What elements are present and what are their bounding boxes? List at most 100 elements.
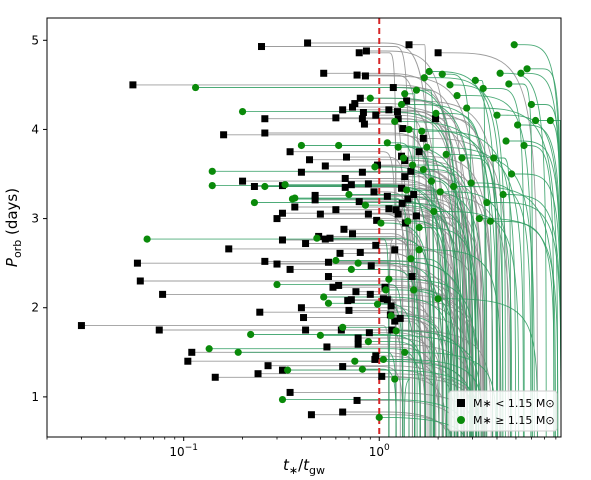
data-point-circle — [335, 141, 343, 150]
data-point-circle — [430, 207, 438, 216]
data-point-square — [159, 290, 167, 298]
data-point-square — [394, 115, 402, 123]
data-point-square — [389, 84, 397, 92]
data-point-square — [352, 288, 360, 296]
data-point-square — [188, 348, 196, 356]
data-point-square — [278, 209, 286, 217]
data-point-square — [339, 363, 347, 371]
data-point-circle — [499, 190, 507, 199]
data-point-square — [349, 230, 357, 238]
data-point-square — [254, 370, 262, 378]
evolution-track — [410, 258, 453, 437]
data-point-circle — [410, 286, 418, 294]
data-point-circle — [434, 295, 442, 303]
evolution-track — [391, 305, 443, 437]
data-point-circle — [234, 348, 242, 356]
data-point-square — [342, 153, 350, 161]
data-point-square — [286, 265, 294, 273]
data-point-square — [367, 262, 375, 270]
legend: M∗ < 1.15 M⊙ M∗ ≥ 1.15 M⊙ — [448, 390, 558, 432]
data-point-square — [320, 69, 328, 77]
data-point-square — [372, 352, 380, 360]
data-point-square — [365, 329, 373, 337]
data-point-circle — [402, 186, 411, 194]
data-point-square — [415, 148, 423, 156]
data-point-square — [321, 162, 329, 170]
evolution-track — [419, 227, 480, 437]
legend-box — [448, 390, 558, 432]
data-point-square — [353, 71, 361, 79]
data-point-square — [261, 115, 269, 123]
data-point-circle — [391, 375, 399, 383]
data-point-square — [360, 120, 368, 128]
evolution-track — [409, 44, 427, 437]
data-point-circle — [415, 223, 423, 232]
data-point-circle — [382, 286, 390, 294]
data-point-circle — [354, 259, 362, 267]
evolution-track — [453, 186, 556, 437]
y-tick-label: 4 — [31, 122, 39, 136]
data-point-circle — [479, 84, 487, 93]
evolution-track — [416, 89, 434, 437]
data-point-square — [383, 192, 391, 200]
evolution-track — [524, 145, 555, 437]
data-point-circle — [399, 154, 408, 162]
data-point-square — [434, 49, 442, 57]
evolution-track — [431, 180, 456, 437]
data-point-circle — [408, 161, 417, 169]
data-point-square — [273, 260, 281, 268]
evolution-track — [442, 73, 473, 437]
data-point-circle — [425, 67, 433, 76]
data-point-square — [361, 72, 369, 80]
data-point-square — [311, 191, 319, 199]
data-point-circle — [546, 116, 554, 125]
data-point-square — [412, 212, 420, 220]
data-point-circle — [208, 167, 216, 175]
data-point-circle — [383, 139, 391, 147]
data-point-square — [354, 334, 362, 342]
data-point-square — [399, 125, 407, 133]
data-point-circle — [387, 312, 395, 320]
data-point-square — [300, 314, 308, 322]
data-point-circle — [332, 256, 340, 265]
data-point-circle — [385, 275, 393, 283]
data-point-square — [258, 43, 266, 51]
data-point-square — [391, 246, 399, 254]
evolution-track — [508, 83, 533, 437]
data-point-circle — [507, 170, 516, 178]
data-point-square — [332, 206, 340, 214]
data-point-circle — [394, 143, 402, 151]
data-point-square — [345, 306, 353, 314]
data-point-square — [302, 326, 310, 334]
data-point-square — [344, 297, 352, 305]
data-point-circle — [351, 357, 359, 365]
data-point-circle — [339, 323, 347, 331]
data-point-circle — [405, 125, 413, 134]
data-point-circle — [520, 141, 528, 150]
evolution-track — [483, 87, 525, 437]
data-point-circle — [391, 117, 399, 126]
legend-marker-square — [457, 399, 465, 407]
data-point-circle — [423, 143, 431, 151]
data-point-square — [407, 167, 415, 175]
data-point-square — [355, 198, 363, 206]
data-point-square — [362, 47, 370, 55]
data-point-circle — [483, 198, 491, 207]
evolution-track — [351, 268, 421, 437]
data-point-square — [261, 257, 269, 265]
data-point-square — [385, 106, 393, 114]
data-point-square — [341, 174, 349, 182]
data-point-circle — [379, 355, 387, 364]
data-point-square — [336, 249, 344, 257]
data-point-circle — [505, 80, 513, 88]
data-point-square — [379, 295, 387, 303]
data-point-square — [323, 343, 331, 351]
data-point-square — [250, 182, 258, 190]
data-point-square — [307, 411, 315, 419]
data-point-circle — [284, 366, 292, 374]
data-point-square — [304, 39, 312, 47]
data-point-square — [306, 156, 314, 164]
data-point-square — [392, 206, 400, 214]
evolution-track — [374, 166, 448, 437]
data-point-circle — [291, 194, 299, 202]
